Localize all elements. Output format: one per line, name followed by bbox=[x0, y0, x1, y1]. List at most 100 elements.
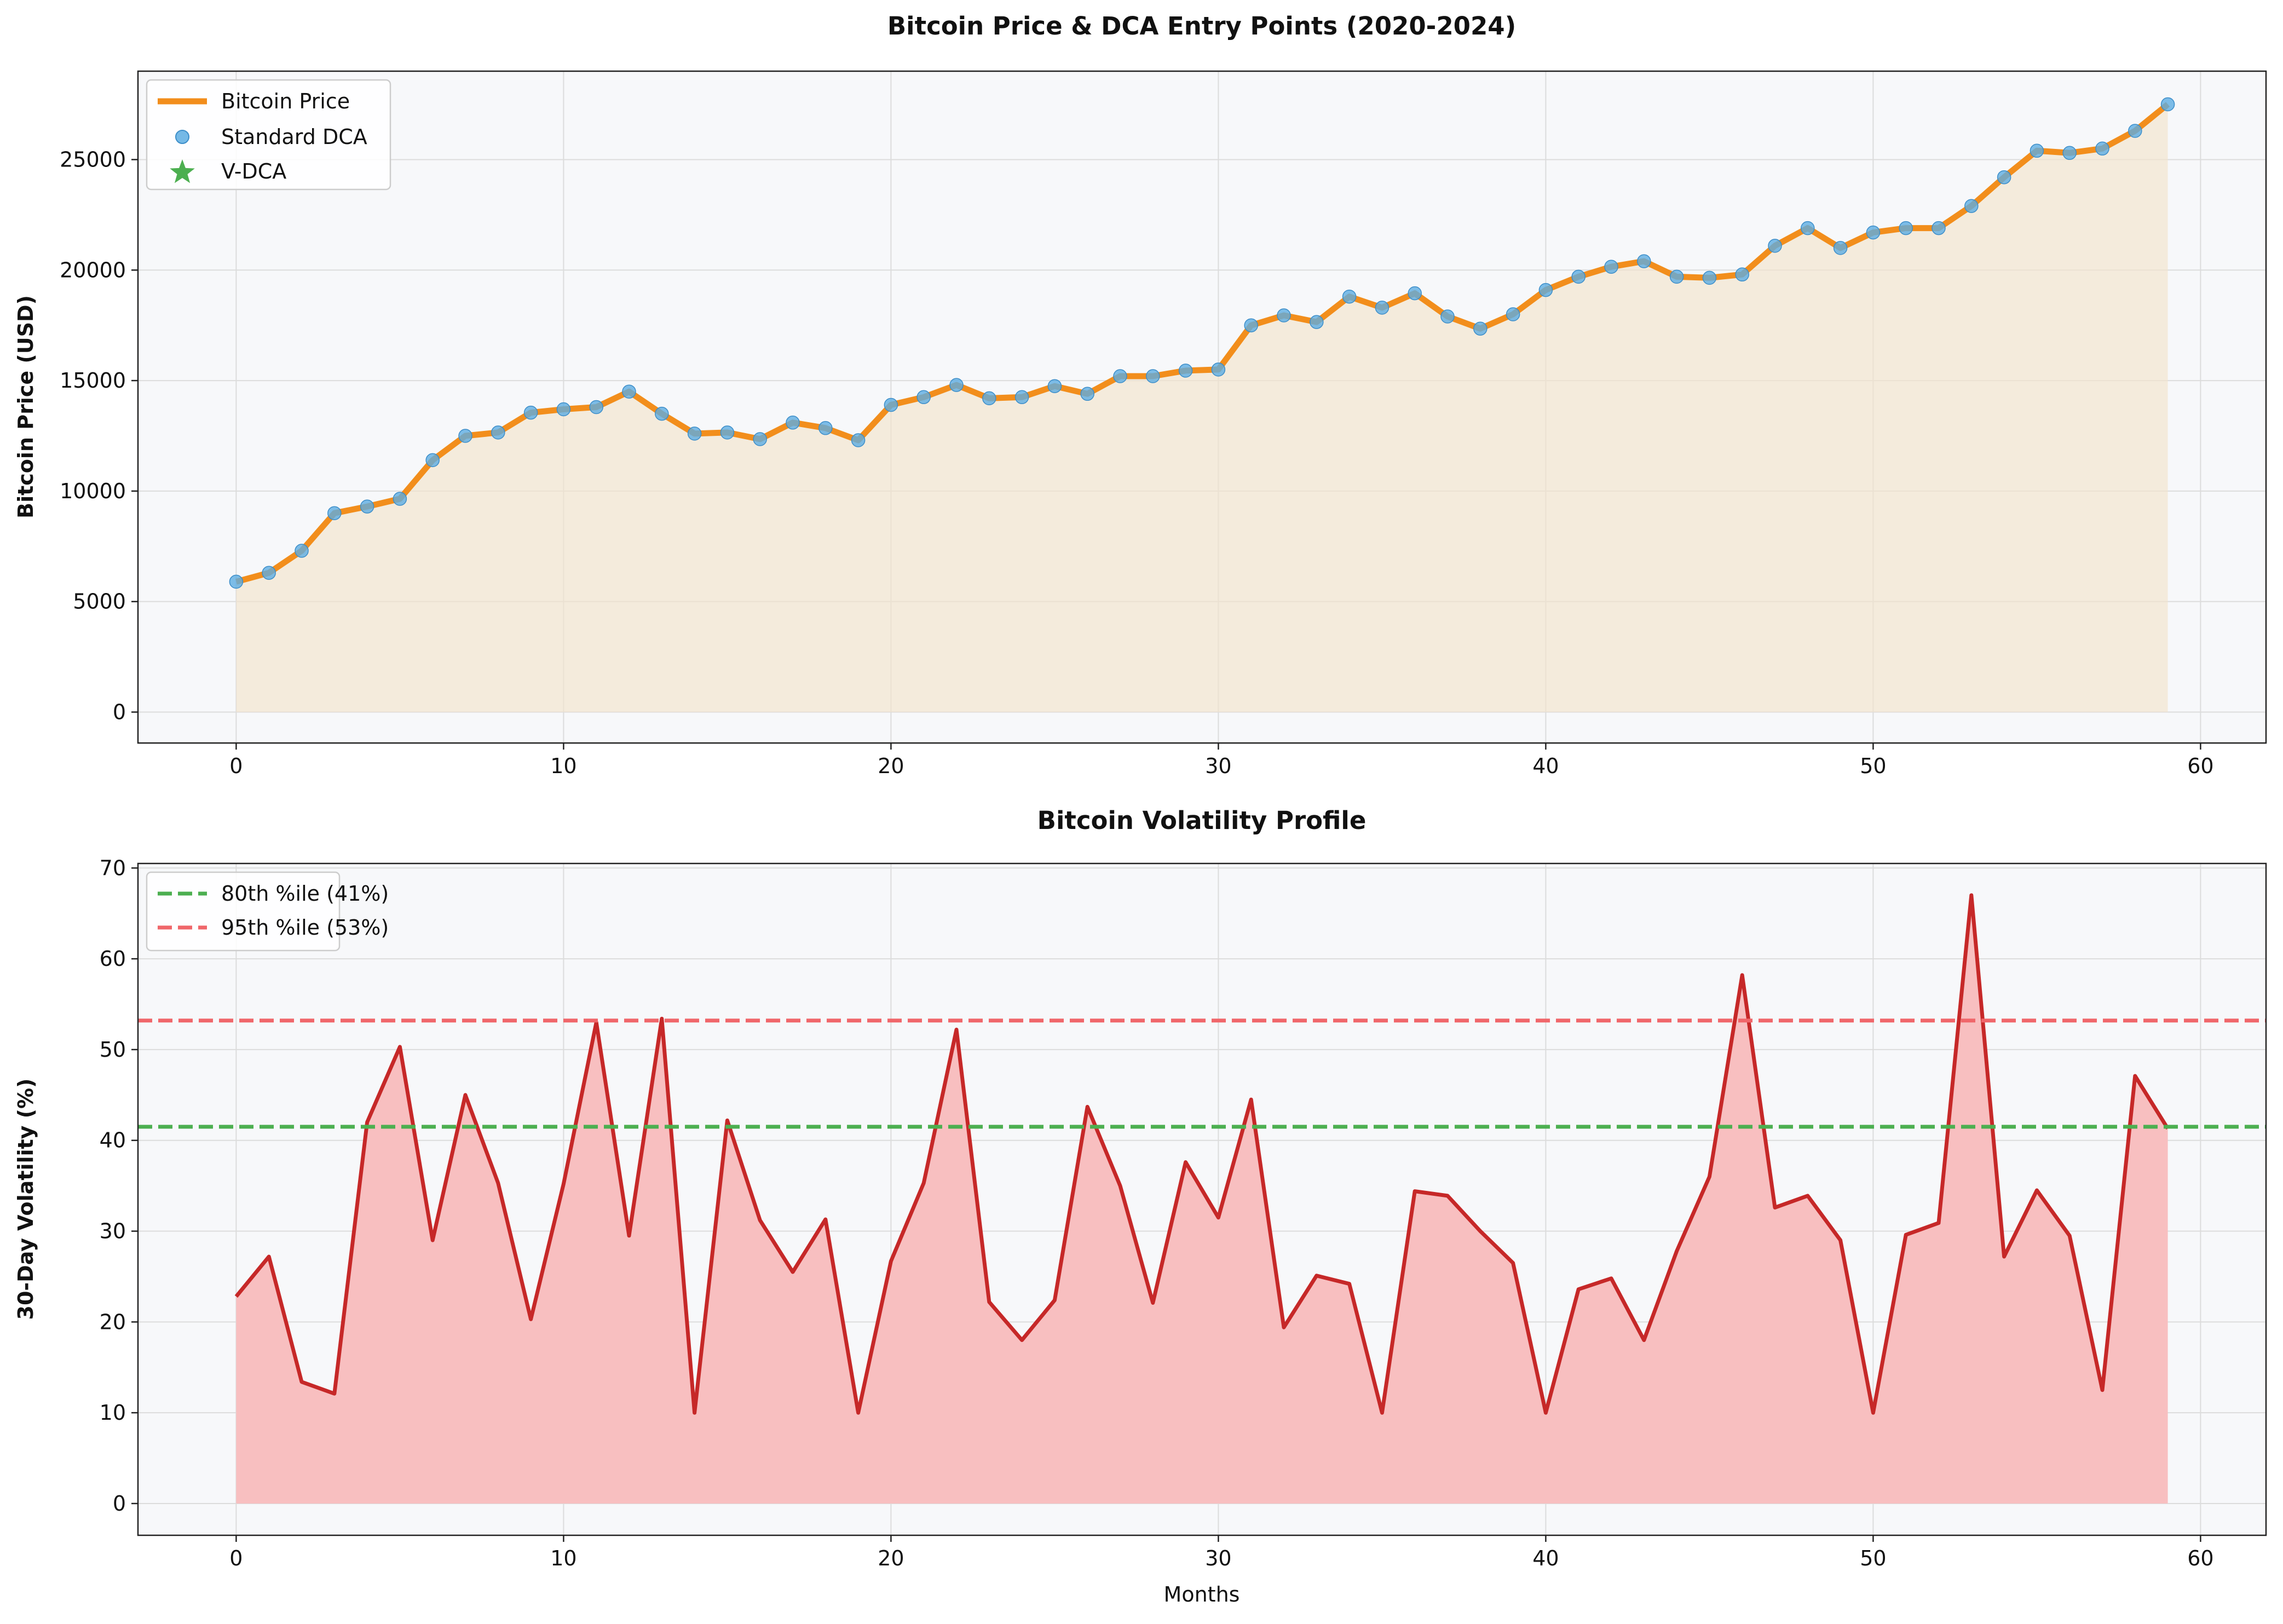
dca-point bbox=[327, 506, 342, 520]
y-tick-label: 10000 bbox=[60, 479, 126, 503]
dca-point bbox=[1604, 260, 1618, 274]
x-tick-label: 50 bbox=[1860, 1546, 1886, 1570]
dca-point bbox=[1113, 369, 1127, 383]
y-tick-label: 40 bbox=[100, 1128, 126, 1153]
y-tick-label: 10 bbox=[100, 1401, 126, 1425]
dca-point bbox=[687, 427, 702, 441]
volatility-chart-title: Bitcoin Volatility Profile bbox=[1037, 806, 1367, 835]
x-tick-label: 30 bbox=[1205, 754, 1231, 778]
dca-point bbox=[1310, 315, 1324, 329]
y-tick-label: 20000 bbox=[60, 258, 126, 282]
dca-point bbox=[1375, 301, 1390, 315]
price-x-ticks: 0 10 20 30 40 50 60 bbox=[229, 743, 2214, 778]
area-fill bbox=[236, 104, 2168, 712]
price-y-axis-label: Bitcoin Price (USD) bbox=[14, 295, 38, 519]
x-tick-label: 0 bbox=[229, 754, 243, 778]
dca-point bbox=[1408, 286, 1422, 301]
standard-dca-points bbox=[229, 97, 2175, 589]
x-tick-label: 40 bbox=[1532, 1546, 1559, 1570]
y-tick-label: 0 bbox=[113, 1491, 126, 1516]
price-area-fill bbox=[236, 104, 2168, 712]
x-tick-label: 30 bbox=[1205, 1546, 1231, 1570]
x-tick-label: 40 bbox=[1532, 754, 1559, 778]
x-tick-label: 50 bbox=[1860, 754, 1886, 778]
dca-point bbox=[1047, 379, 1062, 393]
dca-point bbox=[1571, 269, 1586, 284]
dca-point bbox=[360, 499, 374, 514]
dca-point bbox=[1768, 239, 1782, 253]
volatility-legend: 80th %ile (41%) 95th %ile (53%) bbox=[146, 871, 389, 952]
series-line bbox=[234, 893, 2170, 1415]
y-tick-label: 25000 bbox=[60, 147, 126, 171]
x-tick-label: 60 bbox=[2187, 754, 2213, 778]
dca-point bbox=[622, 384, 636, 399]
dca-point bbox=[2030, 143, 2044, 158]
volatility-x-ticks: 0 10 20 30 40 50 60 bbox=[229, 1535, 2214, 1570]
dca-point bbox=[818, 421, 833, 435]
dca-point bbox=[1342, 289, 1357, 304]
volatility-line bbox=[234, 893, 2170, 1415]
dca-point bbox=[1833, 241, 1848, 255]
dca-point bbox=[491, 425, 505, 440]
dca-point bbox=[1473, 321, 1488, 336]
dca-point bbox=[1964, 199, 1979, 213]
dca-point bbox=[1146, 369, 1160, 383]
x-tick-label: 60 bbox=[2187, 1546, 2213, 1570]
y-tick-label: 30 bbox=[100, 1219, 126, 1243]
dca-point bbox=[1538, 283, 1553, 297]
dca-point bbox=[393, 492, 407, 506]
y-tick-label: 20 bbox=[100, 1310, 126, 1334]
dca-point bbox=[458, 429, 472, 443]
dca-point bbox=[229, 574, 244, 589]
dca-point bbox=[2160, 97, 2175, 112]
dca-point bbox=[916, 390, 931, 405]
legend-95th-percentile: 95th %ile (53%) bbox=[221, 915, 389, 940]
dca-point bbox=[1440, 309, 1455, 324]
dca-point bbox=[523, 405, 538, 420]
dca-point bbox=[720, 425, 735, 440]
dca-point bbox=[1211, 362, 1226, 377]
dca-point bbox=[1178, 364, 1193, 378]
legend-bitcoin-price: Bitcoin Price bbox=[221, 89, 350, 113]
dca-point bbox=[1506, 307, 1520, 321]
dca-point bbox=[1080, 387, 1094, 401]
dca-point bbox=[1244, 318, 1258, 332]
dca-point bbox=[1997, 170, 2011, 185]
y-tick-label: 50 bbox=[100, 1038, 126, 1062]
price-chart-title: Bitcoin Price & DCA Entry Points (2020-2… bbox=[887, 11, 1516, 41]
dca-point bbox=[1702, 270, 1717, 285]
dca-point bbox=[2128, 124, 2142, 138]
dca-point bbox=[982, 391, 996, 406]
dca-point bbox=[556, 402, 571, 417]
x-tick-label: 10 bbox=[550, 1546, 576, 1570]
dca-point bbox=[1899, 221, 1913, 235]
dca-point bbox=[1735, 267, 1749, 282]
dca-point bbox=[1277, 308, 1291, 323]
dca-point bbox=[2062, 146, 2077, 160]
x-tick-label: 10 bbox=[550, 754, 576, 778]
dca-point bbox=[753, 432, 767, 446]
dca-point bbox=[655, 406, 669, 421]
price-plot-frame bbox=[137, 70, 2267, 744]
x-tick-label: 0 bbox=[229, 1546, 243, 1570]
dca-point bbox=[1932, 221, 1946, 235]
volatility-y-axis-label: 30-Day Volatility (%) bbox=[14, 1079, 38, 1320]
volatility-x-axis-label: Months bbox=[1164, 1582, 1240, 1606]
area-fill bbox=[236, 895, 2168, 1504]
dca-point bbox=[295, 544, 309, 558]
legend-80th-percentile: 80th %ile (41%) bbox=[221, 882, 389, 906]
y-tick-label: 60 bbox=[100, 947, 126, 971]
dca-point bbox=[949, 378, 964, 392]
dca-point bbox=[1866, 225, 1881, 240]
y-tick-label: 5000 bbox=[73, 590, 126, 614]
y-tick-label: 15000 bbox=[60, 368, 126, 393]
legend-standard-dca: Standard DCA bbox=[221, 125, 367, 149]
dca-point bbox=[262, 566, 276, 580]
price-chart: Bitcoin Price & DCA Entry Points (2020-2… bbox=[14, 11, 2267, 778]
x-tick-label: 20 bbox=[878, 754, 904, 778]
dca-point bbox=[2095, 141, 2109, 156]
legend-v-dca: V-DCA bbox=[221, 159, 286, 183]
dca-point bbox=[425, 453, 440, 468]
x-tick-label: 20 bbox=[878, 1546, 904, 1570]
